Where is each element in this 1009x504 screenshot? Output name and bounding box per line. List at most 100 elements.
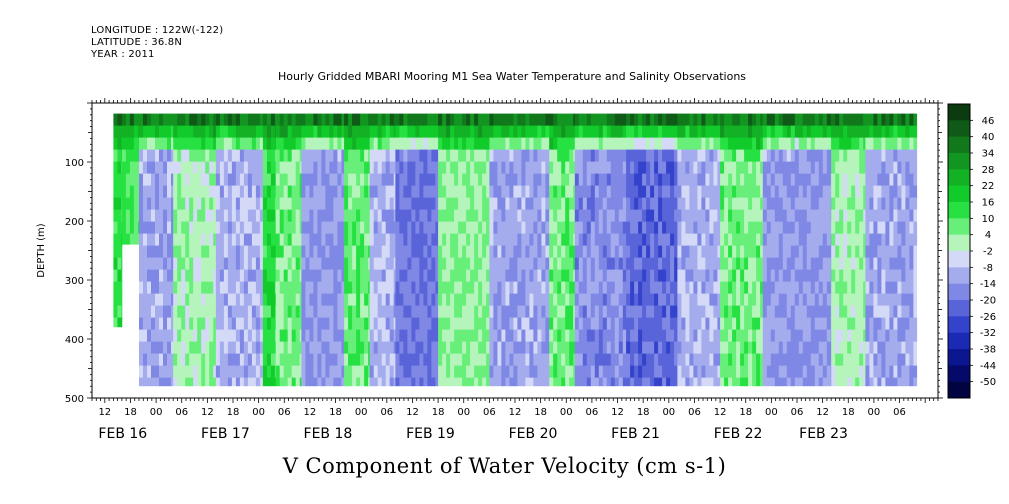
heatmap-cell: [231, 185, 237, 199]
heatmap-cell: [674, 149, 678, 163]
heatmap-cell: [333, 209, 338, 223]
heatmap-cell: [341, 353, 345, 367]
heatmap-cell: [594, 113, 600, 127]
heatmap-cell: [889, 257, 894, 271]
heatmap-cell: [407, 197, 412, 211]
heatmap-cell: [113, 185, 118, 199]
heatmap-cell: [373, 365, 379, 379]
heatmap-cell: [662, 221, 667, 235]
heatmap-cell: [802, 113, 808, 127]
heatmap-cell: [255, 245, 261, 259]
heatmap-cell: [843, 245, 848, 259]
heatmap-cell: [295, 329, 301, 343]
heatmap-cell: [666, 269, 671, 283]
heatmap-cell: [658, 341, 663, 355]
heatmap-cell: [329, 221, 334, 235]
heatmap-cell: [752, 125, 757, 139]
heatmap-cell: [407, 329, 412, 343]
heatmap-cell: [125, 233, 131, 245]
heatmap-cell: [586, 341, 592, 355]
heatmap-cell: [489, 257, 494, 271]
heatmap-cell: [482, 221, 487, 235]
heatmap-cell: [618, 257, 624, 271]
heatmap-cell: [798, 281, 804, 295]
heatmap-cell: [171, 377, 174, 387]
heatmap-cell: [586, 209, 592, 223]
heatmap-cell: [561, 209, 566, 223]
heatmap-cell: [505, 173, 510, 187]
heatmap-cell: [877, 377, 882, 387]
heatmap-cell: [369, 113, 375, 127]
heatmap-cell: [602, 197, 608, 211]
heatmap-cell: [513, 221, 518, 235]
heatmap-cell: [213, 341, 217, 355]
heatmap-cell: [778, 305, 784, 319]
heatmap-cell: [794, 365, 800, 379]
heatmap-cell: [744, 365, 749, 379]
heatmap-cell: [209, 197, 214, 211]
heatmap-cell: [185, 161, 190, 175]
heatmap-cell: [525, 137, 530, 151]
heatmap-cell: [478, 353, 483, 367]
heatmap-cell: [438, 365, 443, 379]
heatmap-cell: [839, 257, 844, 271]
heatmap-cell: [325, 185, 330, 199]
heatmap-cell: [594, 149, 600, 163]
heatmap-cell: [748, 341, 753, 355]
heatmap-cell: [885, 221, 890, 235]
heatmap-cell: [794, 305, 800, 319]
heatmap-cell: [125, 149, 131, 163]
heatmap-cell: [275, 113, 281, 127]
heatmap-cell: [227, 137, 233, 151]
heatmap-cell: [689, 173, 694, 187]
heatmap-cell: [843, 173, 848, 187]
heatmap-cell: [197, 149, 202, 163]
heatmap-cell: [431, 257, 436, 271]
heatmap-cell: [177, 317, 182, 331]
heatmap-cell: [618, 221, 624, 235]
heatmap-cell: [266, 149, 272, 163]
heatmap-cell: [881, 233, 886, 247]
heatmap-cell: [810, 269, 816, 283]
heatmap-cell: [786, 173, 792, 187]
heatmap-cell: [685, 329, 690, 343]
heatmap-cell: [173, 305, 178, 319]
heatmap-cell: [681, 341, 686, 355]
heatmap-cell: [728, 353, 733, 367]
heatmap-cell: [466, 173, 471, 187]
heatmap-cell: [646, 233, 651, 247]
heatmap-cell: [279, 365, 285, 379]
heatmap-cell: [806, 173, 812, 187]
heatmap-cell: [159, 209, 164, 223]
heatmap-cell: [701, 317, 706, 331]
heatmap-cell: [897, 341, 902, 355]
heatmap-cell: [243, 197, 249, 211]
heatmap-cell: [610, 353, 616, 367]
heatmap-cell: [594, 269, 600, 283]
heatmap-cell: [201, 377, 206, 387]
heatmap-cell: [356, 149, 361, 163]
heatmap-cell: [489, 197, 494, 211]
heatmap-cell: [368, 293, 371, 307]
heatmap-cell: [213, 137, 217, 151]
heatmap-cell: [561, 317, 566, 331]
heatmap-cell: [545, 125, 550, 139]
heatmap-cell: [598, 341, 604, 355]
heatmap-cell: [685, 185, 690, 199]
heatmap-cell: [189, 233, 194, 247]
heatmap-cell: [762, 305, 768, 319]
heatmap-cell: [299, 245, 302, 259]
heatmap-cell: [881, 377, 886, 387]
heatmap-cell: [193, 353, 198, 367]
heatmap-cell: [602, 365, 608, 379]
heatmap-cell: [802, 185, 808, 199]
heatmap-cell: [364, 233, 369, 247]
heatmap-cell: [209, 149, 214, 163]
heatmap-cell: [255, 293, 261, 307]
heatmap-cell: [171, 341, 174, 355]
heatmap-cell: [897, 113, 902, 127]
heatmap-cell: [274, 113, 277, 127]
heatmap-cell: [674, 293, 678, 307]
heatmap-cell: [709, 281, 714, 295]
heatmap-cell: [360, 185, 365, 199]
